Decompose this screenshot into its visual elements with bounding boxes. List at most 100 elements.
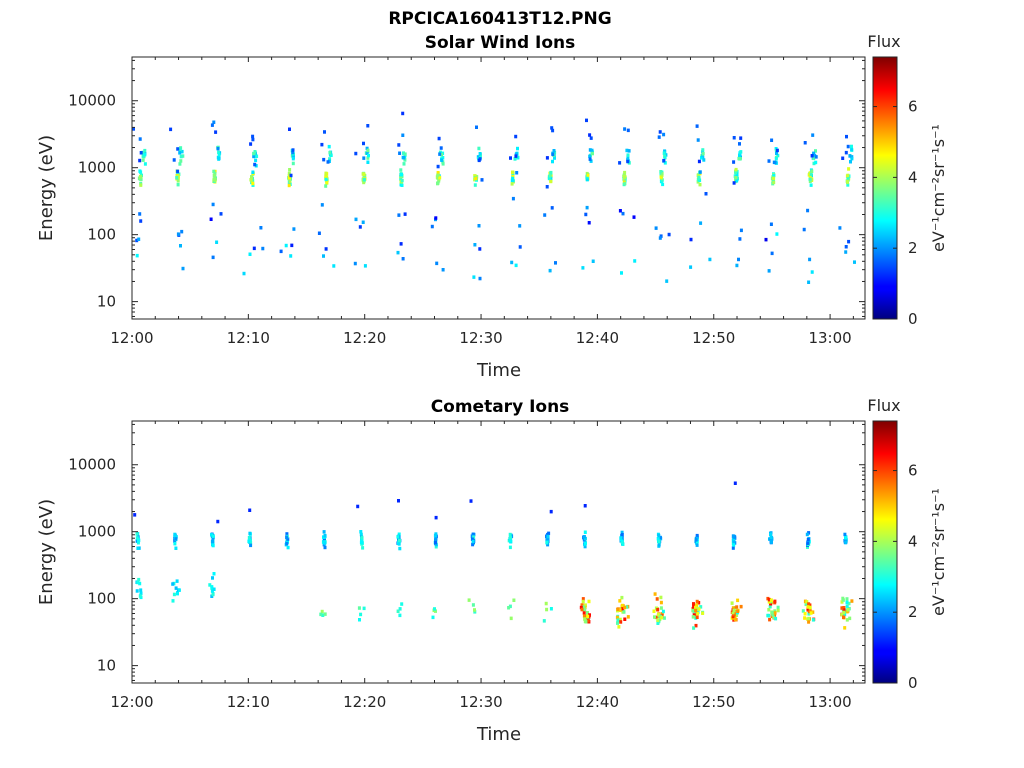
heatmap-cell (656, 618, 660, 622)
heatmap-cell (361, 220, 365, 224)
heatmap-cell (399, 168, 403, 172)
heatmap-cell (847, 239, 851, 244)
heatmap-cell (731, 614, 735, 619)
heatmap-cell (807, 280, 811, 284)
heatmap-cell (583, 617, 587, 621)
heatmap-cell (702, 158, 706, 162)
heatmap-cell (215, 240, 219, 244)
heatmap-cell (692, 602, 695, 606)
heatmap-cell (738, 142, 741, 146)
heatmap-cell (809, 183, 813, 187)
heatmap-cell (587, 221, 591, 225)
heatmap-cell (776, 153, 780, 158)
heatmap-cell (480, 178, 484, 182)
heatmap-cell (623, 605, 627, 610)
heatmap-cell (653, 592, 657, 596)
heatmap-cell (211, 202, 215, 207)
heatmap-cell (618, 617, 622, 622)
heatmap-cell (698, 170, 702, 174)
heatmap-cell (737, 257, 740, 262)
heatmap-cell (553, 156, 556, 160)
heatmap-cell (138, 169, 142, 173)
heatmap-cell (139, 151, 143, 155)
heatmap-cell (434, 515, 438, 520)
heatmap-cell (694, 605, 697, 610)
heatmap-cell (699, 221, 703, 225)
heatmap-cell (508, 604, 512, 609)
heatmap-cell (398, 546, 402, 551)
heatmap-cell (808, 605, 812, 610)
heatmap-cell (261, 246, 265, 251)
heatmap-cell (615, 615, 619, 620)
heatmap-cell (510, 260, 514, 265)
heatmap-cell (843, 532, 847, 537)
heatmap-cell (732, 160, 736, 164)
heatmap-cell (616, 618, 620, 622)
heatmap-cell (433, 607, 436, 611)
heatmap-cell (366, 124, 370, 128)
heatmap-cell (697, 159, 701, 164)
heatmap-cell (176, 232, 180, 236)
heatmap-cell (434, 532, 438, 536)
heatmap-cell (248, 252, 252, 256)
heatmap-cell (287, 171, 291, 176)
heatmap-cell (633, 259, 637, 263)
heatmap-cell (811, 610, 815, 614)
x-tick-label: 12:00 (110, 329, 153, 347)
heatmap-cell (587, 599, 591, 604)
heatmap-cell (320, 142, 324, 147)
heatmap-cell (844, 536, 848, 540)
heatmap-cell (473, 608, 476, 612)
heatmap-cell (178, 151, 182, 155)
heatmap-cell (850, 147, 854, 152)
heatmap-cell (695, 599, 699, 604)
heatmap-cell (580, 607, 584, 612)
heatmap-cell (773, 609, 777, 613)
heatmap-cell (732, 618, 736, 622)
y-tick-label: 1000 (78, 159, 116, 177)
heatmap-cell (174, 586, 178, 590)
heatmap-cell (546, 542, 550, 547)
heatmap-cell (805, 600, 809, 604)
heatmap-cell (467, 598, 471, 602)
heatmap-cell (212, 120, 216, 124)
heatmap-cell (169, 127, 173, 132)
heatmap-cell (619, 536, 623, 540)
heatmap-cell (656, 612, 660, 617)
heatmap-cell (812, 161, 816, 166)
heatmap-cell (582, 611, 586, 615)
heatmap-cell (736, 598, 740, 603)
colorbar-tick-label: 2 (908, 239, 918, 257)
heatmap-cell (286, 545, 290, 550)
heatmap-cell (731, 546, 735, 550)
heatmap-cell (477, 146, 481, 151)
heatmap-cell (623, 170, 627, 175)
heatmap-cell (620, 530, 624, 535)
heatmap-cell (139, 174, 143, 179)
heatmap-cell (324, 247, 328, 251)
heatmap-cell (366, 148, 370, 153)
heatmap-cell (626, 159, 630, 164)
heatmap-cell (317, 231, 321, 235)
heatmap-cell (767, 600, 771, 604)
heatmap-cell (660, 171, 664, 176)
heatmap-cell (621, 607, 625, 611)
heatmap-cell (694, 623, 698, 628)
heatmap-cell (699, 605, 703, 609)
y-ticks: 10 100 1000 10000 (68, 59, 865, 317)
heatmap-cell (253, 162, 257, 167)
heatmap-cell (434, 545, 438, 549)
heatmap-cell (181, 266, 185, 271)
heatmap-cell (357, 606, 361, 610)
heatmap-cell (511, 170, 515, 174)
heatmap-cell (398, 151, 402, 155)
heatmap-cell (581, 266, 585, 270)
heatmap-cell (509, 156, 512, 160)
x-ticks: 12:00 12:10 12:20 12:30 12:40 12:50 13:00 (110, 421, 854, 711)
heatmap-cell (845, 604, 849, 608)
heatmap-cell (845, 609, 849, 614)
heatmap-cell (695, 615, 699, 619)
heatmap-cell (473, 183, 477, 187)
heatmap-cell (806, 605, 810, 609)
heatmap-cell (695, 543, 699, 547)
